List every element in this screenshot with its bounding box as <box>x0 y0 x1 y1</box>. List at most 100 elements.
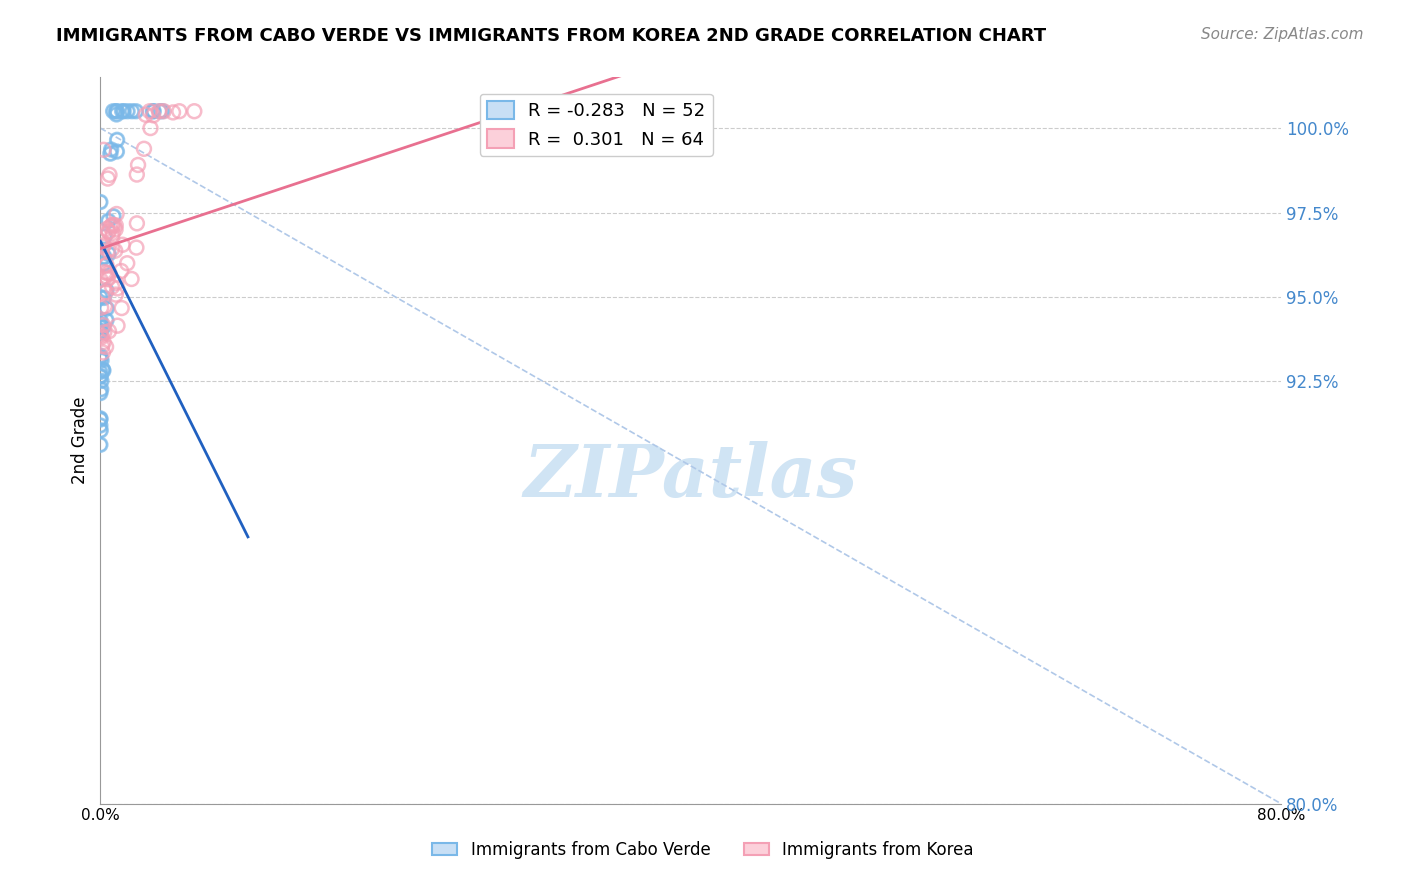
Point <box>96 313 118 327</box>
Point <box>89 411 111 425</box>
Point <box>139 121 162 136</box>
Point <box>93 250 115 264</box>
Point <box>101 218 124 232</box>
Point <box>105 276 128 290</box>
Point <box>105 104 128 119</box>
Point <box>104 244 127 258</box>
Point <box>149 104 172 119</box>
Point <box>93 320 115 334</box>
Point <box>98 146 121 161</box>
Point <box>98 324 121 338</box>
Point <box>94 340 117 354</box>
Point <box>89 326 111 340</box>
Point <box>96 284 118 298</box>
Point <box>107 318 129 333</box>
Point <box>90 374 112 388</box>
Point <box>105 104 128 119</box>
Point <box>110 264 132 278</box>
Point <box>90 328 112 343</box>
Point <box>162 105 184 120</box>
Point <box>100 143 122 157</box>
Point <box>98 219 121 234</box>
Point <box>90 382 112 396</box>
Point <box>121 104 143 119</box>
Point <box>105 145 128 159</box>
Point <box>104 287 127 301</box>
Point <box>98 266 121 280</box>
Point <box>148 104 170 119</box>
Point <box>125 168 148 182</box>
Point <box>111 301 134 315</box>
Point <box>89 438 111 452</box>
Point <box>104 222 127 236</box>
Point <box>149 104 172 119</box>
Point <box>89 195 111 210</box>
Point <box>96 301 118 316</box>
Point <box>89 320 111 334</box>
Point <box>97 247 120 261</box>
Point <box>121 104 143 119</box>
Point <box>89 365 111 379</box>
Point <box>93 364 115 378</box>
Point <box>89 317 111 331</box>
Point <box>91 240 114 254</box>
Point <box>89 418 111 433</box>
Point <box>93 143 115 157</box>
Point <box>89 418 111 433</box>
Point <box>111 104 134 119</box>
Point <box>103 218 125 232</box>
Point <box>111 237 134 252</box>
Point <box>93 251 115 265</box>
Point <box>89 290 111 304</box>
Point <box>125 241 148 255</box>
Point <box>91 318 114 333</box>
Point <box>101 280 124 294</box>
Point <box>98 168 121 182</box>
Point <box>89 349 111 363</box>
Point <box>105 133 128 147</box>
Point <box>93 335 115 350</box>
Point <box>89 326 111 340</box>
Point <box>89 368 111 383</box>
Point <box>93 291 115 305</box>
Y-axis label: 2nd Grade: 2nd Grade <box>72 397 89 484</box>
Point <box>89 411 111 425</box>
Point <box>97 225 120 239</box>
Legend: R = -0.283   N = 52, R =  0.301   N = 64: R = -0.283 N = 52, R = 0.301 N = 64 <box>479 94 713 156</box>
Point <box>93 229 115 244</box>
Point <box>90 353 112 368</box>
Point <box>97 224 120 238</box>
Point <box>103 209 125 223</box>
Point <box>93 251 115 265</box>
Point <box>117 104 139 119</box>
Point <box>90 423 112 437</box>
Point <box>89 290 111 304</box>
Point <box>93 291 115 305</box>
Point <box>90 382 112 396</box>
Point <box>101 104 124 119</box>
Point <box>89 438 111 452</box>
Point <box>93 364 115 378</box>
Point <box>91 339 114 353</box>
Point <box>89 351 111 365</box>
Point <box>112 104 135 119</box>
Point <box>89 313 111 327</box>
Point <box>105 133 128 147</box>
Point <box>89 313 111 327</box>
Point <box>93 257 115 271</box>
Point <box>89 195 111 210</box>
Point <box>94 259 117 273</box>
Point <box>142 108 165 122</box>
Point <box>105 207 128 221</box>
Point <box>90 423 112 437</box>
Point <box>96 301 118 316</box>
Point <box>117 104 139 119</box>
Point <box>127 158 149 172</box>
Point <box>89 317 111 331</box>
Point <box>135 108 157 122</box>
Point <box>152 104 174 119</box>
Point <box>169 104 191 119</box>
Point <box>115 256 138 270</box>
Point <box>125 104 148 119</box>
Point <box>96 266 118 280</box>
